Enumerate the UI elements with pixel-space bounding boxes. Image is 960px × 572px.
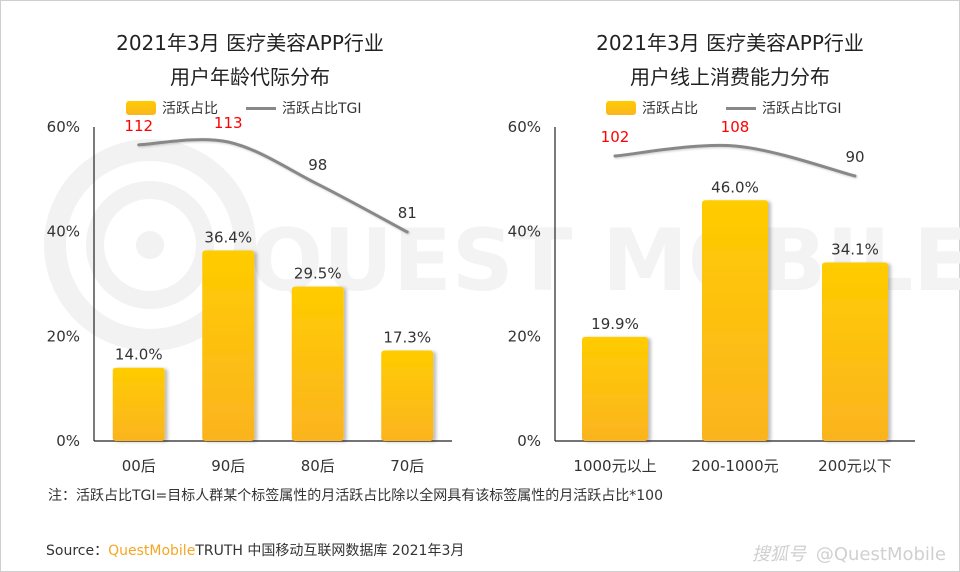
y-tick-label: 60% bbox=[47, 118, 80, 136]
y-tick-label: 0% bbox=[56, 432, 80, 450]
x-tick-label: 200-1000元 bbox=[691, 457, 778, 475]
x-tick-label: 200元以下 bbox=[818, 457, 892, 475]
x-tick-label: 1000元以上 bbox=[573, 457, 656, 475]
x-tick-label: 70后 bbox=[390, 457, 424, 475]
tgi-value-label: 90 bbox=[845, 148, 864, 166]
y-tick-label: 40% bbox=[508, 223, 541, 241]
chart2-title: 2021年3月 医疗美容APP行业 用户线上消费能力分布 bbox=[540, 26, 920, 94]
bar-200元以下 bbox=[822, 262, 888, 441]
y-tick-label: 60% bbox=[508, 118, 541, 136]
x-tick-label: 80后 bbox=[301, 457, 335, 475]
bar-00后 bbox=[112, 367, 165, 441]
footnote: 注：活跃占比TGI=目标人群某个标签属性的月活跃占比除以全网具有该标签属性的月活… bbox=[48, 488, 663, 504]
x-tick-label: 00后 bbox=[122, 457, 156, 475]
chart2-title-line1: 2021年3月 医疗美容APP行业 bbox=[596, 31, 864, 55]
tgi-value-label: 112 bbox=[124, 117, 153, 135]
credit-platform: 搜狐号 bbox=[751, 544, 806, 565]
bar-1000元以上 bbox=[582, 336, 648, 441]
bar-80后 bbox=[291, 286, 344, 441]
x-tick-label: 90后 bbox=[211, 457, 245, 475]
chart1-title-line2: 用户年龄代际分布 bbox=[170, 65, 330, 89]
bar-200-1000元 bbox=[702, 200, 768, 441]
bar-value-label: 29.5% bbox=[294, 265, 342, 283]
legend-bar-swatch-icon bbox=[126, 101, 156, 115]
legend-bar-label: 活跃占比 bbox=[162, 101, 218, 117]
legend-line-swatch-icon bbox=[726, 106, 756, 110]
bar-value-label: 34.1% bbox=[831, 241, 879, 259]
source-prefix: Source： bbox=[46, 543, 109, 559]
legend-bar-label: 活跃占比 bbox=[642, 101, 698, 117]
y-tick-label: 20% bbox=[47, 327, 80, 345]
source-rest: TRUTH 中国移动互联网数据库 2021年3月 bbox=[195, 543, 465, 559]
source-line: Source：QuestMobileTRUTH 中国移动互联网数据库 2021年… bbox=[46, 540, 464, 560]
bar-90后 bbox=[202, 250, 255, 441]
bar-value-label: 14.0% bbox=[115, 346, 163, 364]
tgi-value-label: 108 bbox=[721, 118, 750, 136]
chart1-title: 2021年3月 医疗美容APP行业 用户年龄代际分布 bbox=[60, 26, 440, 94]
tgi-value-label: 102 bbox=[601, 128, 630, 146]
bar-70后 bbox=[381, 350, 434, 441]
y-tick-label: 40% bbox=[47, 223, 80, 241]
y-tick-label: 0% bbox=[517, 432, 541, 450]
tgi-value-label: 81 bbox=[398, 204, 417, 222]
chart1-title-line1: 2021年3月 医疗美容APP行业 bbox=[116, 31, 384, 55]
legend-line-label: 活跃占比TGI bbox=[282, 101, 362, 117]
credit: 搜狐号 @QuestMobile bbox=[752, 540, 946, 566]
bar-value-label: 36.4% bbox=[204, 229, 252, 247]
legend-line-swatch-icon bbox=[246, 106, 276, 110]
tgi-value-label: 98 bbox=[308, 156, 327, 174]
y-tick-label: 20% bbox=[508, 327, 541, 345]
bar-value-label: 19.9% bbox=[591, 315, 639, 333]
bar-value-label: 17.3% bbox=[383, 328, 431, 346]
chart2-legend: 活跃占比 活跃占比TGI bbox=[606, 98, 842, 118]
credit-handle: @QuestMobile bbox=[815, 544, 946, 565]
source-brand: QuestMobile bbox=[108, 543, 196, 559]
tgi-line bbox=[137, 138, 409, 234]
chart1-legend: 活跃占比 活跃占比TGI bbox=[126, 98, 362, 118]
legend-line-label: 活跃占比TGI bbox=[762, 101, 842, 117]
legend-bar-swatch-icon bbox=[606, 101, 636, 115]
bar-value-label: 46.0% bbox=[711, 178, 759, 196]
chart2-title-line2: 用户线上消费能力分布 bbox=[630, 65, 830, 89]
tgi-value-label: 113 bbox=[214, 114, 243, 132]
tgi-line bbox=[613, 143, 857, 178]
